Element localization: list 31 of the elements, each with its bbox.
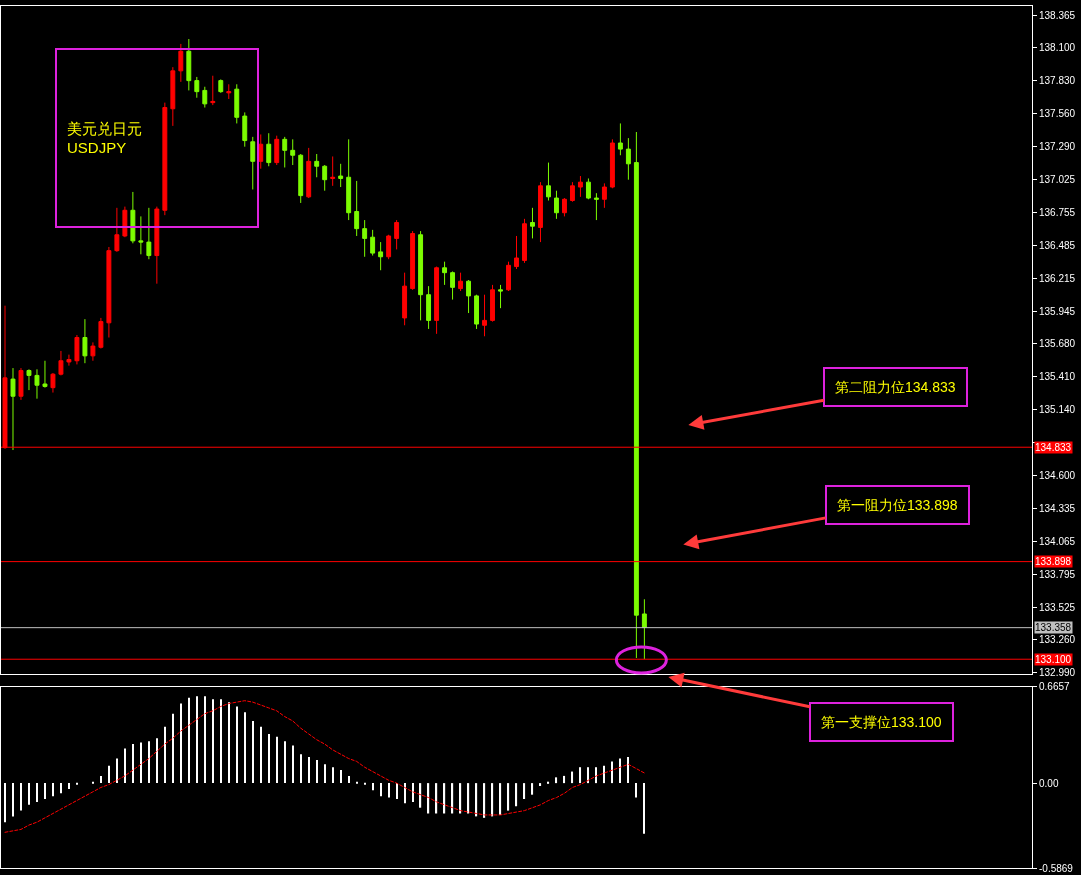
annotation: 第二阻力位134.833 bbox=[835, 379, 956, 395]
annotation: 美元兑日元 USDJPY bbox=[67, 119, 142, 157]
y-tick-label: 134.335 bbox=[1039, 502, 1076, 514]
y-tick-label: 132.990 bbox=[1039, 667, 1076, 679]
y-tick-label: 137.025 bbox=[1039, 173, 1076, 185]
y-tick-label: 135.945 bbox=[1039, 305, 1076, 317]
y-tick-label: 133.795 bbox=[1039, 568, 1076, 580]
y-tick-label: -0.5869 bbox=[1039, 862, 1074, 874]
ref-line-label: 133.898 bbox=[1035, 556, 1072, 567]
y-tick-label: 136.215 bbox=[1039, 272, 1076, 284]
annotation: 第一阻力位133.898 bbox=[837, 497, 958, 513]
y-tick-label: 136.485 bbox=[1039, 239, 1076, 251]
y-tick-label: 138.100 bbox=[1039, 42, 1076, 54]
y-tick-label: 135.140 bbox=[1039, 404, 1076, 416]
y-tick-label: 133.260 bbox=[1039, 634, 1076, 646]
y-tick-label: 137.290 bbox=[1039, 141, 1076, 153]
annotation: 第一支撑位133.100 bbox=[821, 714, 942, 730]
y-tick-label: 134.065 bbox=[1039, 535, 1076, 547]
y-tick-label: 133.525 bbox=[1039, 601, 1076, 613]
y-tick-label: 138.365 bbox=[1039, 9, 1076, 21]
y-tick-label: 135.410 bbox=[1039, 371, 1076, 383]
y-tick-label: 0.6657 bbox=[1039, 681, 1071, 693]
y-tick-label: 136.755 bbox=[1039, 206, 1076, 218]
y-tick-label: 137.830 bbox=[1039, 75, 1076, 87]
y-tick-label: 137.560 bbox=[1039, 108, 1076, 120]
y-tick-label: 0.00 bbox=[1039, 777, 1059, 789]
ref-line-label: 133.358 bbox=[1035, 622, 1072, 633]
y-tick-label: 134.600 bbox=[1039, 470, 1076, 482]
y-tick-label: 135.680 bbox=[1039, 338, 1076, 350]
ref-line-label: 133.100 bbox=[1035, 654, 1072, 665]
ref-line-label: 134.833 bbox=[1035, 442, 1072, 453]
